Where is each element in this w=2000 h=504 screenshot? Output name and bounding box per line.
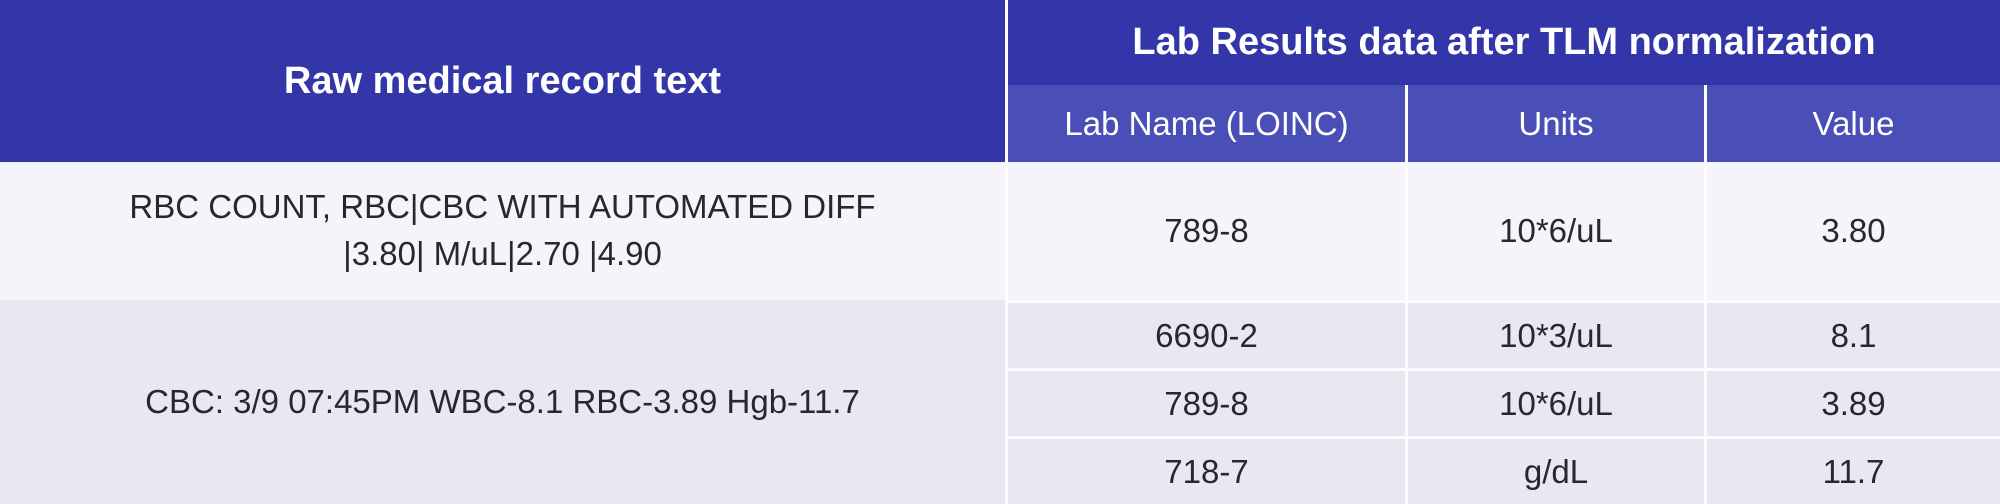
- column-header-value-label: Value: [1812, 104, 1895, 142]
- raw-text-record-1-line-2: |3.80| M/uL|2.70 |4.90: [343, 235, 662, 272]
- units-cell: 10*6/uL: [1405, 368, 1704, 436]
- loinc-cell: 6690-2: [1005, 300, 1405, 368]
- value-cell: 11.7: [1704, 436, 2000, 504]
- value-cell: 8.1: [1704, 300, 2000, 368]
- column-header-loinc-label: Lab Name (LOINC): [1064, 104, 1349, 142]
- column-header-loinc: Lab Name (LOINC): [1005, 85, 1405, 162]
- units-cell: 10*3/uL: [1405, 300, 1704, 368]
- raw-text-cell-record-2: CBC: 3/9 07:45PM WBC-8.1 RBC-3.89 Hgb-11…: [0, 300, 1005, 504]
- raw-text-cell-record-1: RBC COUNT, RBC|CBC WITH AUTOMATED DIFF |…: [0, 162, 1005, 300]
- loinc-cell: 718-7: [1005, 436, 1405, 504]
- column-header-units: Units: [1405, 85, 1704, 162]
- value-cell: 3.80: [1704, 162, 2000, 300]
- raw-text-record-1-line-1: RBC COUNT, RBC|CBC WITH AUTOMATED DIFF: [129, 188, 876, 226]
- raw-text-column-header: Raw medical record text: [0, 0, 1005, 162]
- column-header-units-label: Units: [1518, 104, 1594, 142]
- loinc-cell: 789-8: [1005, 162, 1405, 300]
- raw-text-record-1: RBC COUNT, RBC|CBC WITH AUTOMATED DIFF |…: [129, 184, 875, 278]
- raw-text-column-header-label: Raw medical record text: [283, 59, 722, 102]
- units-cell: g/dL: [1405, 436, 1704, 504]
- column-header-value: Value: [1704, 85, 2000, 162]
- raw-text-record-2: CBC: 3/9 07:45PM WBC-8.1 RBC-3.89 Hgb-11…: [145, 383, 860, 420]
- units-cell: 10*6/uL: [1405, 162, 1704, 300]
- results-group-header-label: Lab Results data after TLM normalization: [1132, 21, 1876, 63]
- value-cell: 3.89: [1704, 368, 2000, 436]
- results-group-header: Lab Results data after TLM normalization: [1005, 0, 2000, 85]
- loinc-cell: 789-8: [1005, 368, 1405, 436]
